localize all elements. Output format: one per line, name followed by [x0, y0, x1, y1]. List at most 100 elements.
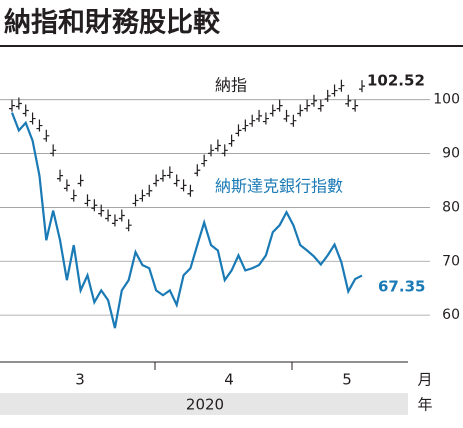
ohlc-bar: [235, 124, 242, 137]
y-tick-label: 100: [433, 92, 460, 108]
ohlc-stroke: [125, 219, 132, 232]
ohlc-bar: [91, 199, 98, 212]
month-unit: 月: [417, 371, 432, 389]
series-line: [10, 112, 363, 329]
ohlc-stroke: [290, 114, 297, 127]
ohlc-bar: [269, 104, 276, 117]
ohlc-bar: [256, 109, 263, 122]
ohlc-bar: [290, 114, 297, 127]
ohlc-bar: [111, 214, 118, 227]
chart-title: 納指和財務股比較: [4, 7, 221, 39]
ohlc-bar: [331, 84, 338, 97]
ohlc-bar: [98, 204, 105, 217]
ohlc-bar: [139, 189, 146, 202]
ohlc-stroke: [70, 189, 77, 202]
ohlc-stroke: [9, 99, 15, 112]
ohlc-bar: [304, 99, 311, 112]
x-tick-label: 5: [342, 371, 352, 389]
ohlc-stroke: [283, 109, 290, 122]
year-label: 2020: [186, 396, 224, 414]
ohlc-stroke: [221, 144, 228, 157]
ohlc-stroke: [57, 169, 64, 182]
ohlc-bar: [77, 174, 84, 187]
ohlc-stroke: [118, 209, 125, 222]
end-value-label: 67.35: [378, 278, 425, 296]
ohlc-bar: [180, 179, 187, 192]
ohlc-stroke: [331, 84, 338, 97]
ohlc-stroke: [91, 199, 98, 212]
ohlc-bar: [22, 104, 29, 117]
ohlc-stroke: [352, 99, 359, 112]
ohlc-stroke: [187, 184, 194, 197]
ohlc-stroke: [105, 209, 112, 222]
ohlc-stroke: [317, 99, 324, 112]
ohlc-stroke: [180, 179, 187, 192]
ohlc-bar: [29, 112, 36, 125]
ohlc-stroke: [269, 104, 276, 117]
ohlc-stroke: [15, 97, 22, 110]
ohlc-stroke: [146, 184, 153, 197]
ohlc-bar: [70, 189, 77, 202]
ohlc-bar: [43, 129, 50, 142]
ohlc-stroke: [208, 144, 215, 157]
ohlc-bar: [297, 104, 304, 117]
ohlc-stroke: [22, 104, 29, 117]
ohlc-bar: [194, 164, 201, 177]
ohlc-bar: [249, 114, 256, 127]
ohlc-bar: [153, 174, 160, 187]
ohlc-stroke: [324, 89, 331, 102]
ohlc-bar: [57, 169, 64, 182]
ohlc-bar: [208, 144, 215, 157]
ohlc-stroke: [235, 124, 242, 137]
ohlc-bar: [15, 97, 22, 110]
ohlc-stroke: [194, 164, 201, 177]
ohlc-bar: [317, 99, 324, 112]
series-name: 納指: [215, 76, 247, 95]
ohlc-bar: [187, 184, 194, 197]
ohlc-bar: [242, 119, 249, 132]
ohlc-bar: [36, 119, 43, 132]
ohlc-stroke: [29, 112, 36, 125]
ohlc-stroke: [338, 79, 345, 92]
ohlc-stroke: [173, 174, 180, 187]
ohlc-bar: [228, 134, 235, 147]
ohlc-bar: [84, 194, 91, 207]
ohlc-stroke: [297, 104, 304, 117]
ohlc-stroke: [111, 214, 118, 227]
y-tick-label: 90: [442, 146, 460, 162]
ohlc-bar: [105, 209, 112, 222]
ohlc-bar: [310, 94, 317, 107]
end-value-label: 102.52: [367, 72, 425, 90]
ohlc-stroke: [228, 134, 235, 147]
ohlc-bar: [324, 89, 331, 102]
ohlc-bar: [159, 169, 166, 182]
ohlc-stroke: [98, 204, 105, 217]
ohlc-bar: [173, 174, 180, 187]
ohlc-stroke: [166, 166, 173, 179]
ohlc-bar: [359, 80, 365, 93]
ohlc-bar: [214, 139, 221, 152]
ohlc-bar: [50, 144, 57, 157]
y-tick-label: 80: [442, 199, 460, 215]
ohlc-stroke: [276, 99, 283, 112]
ohlc-stroke: [153, 174, 160, 187]
ohlc-stroke: [139, 189, 146, 202]
ohlc-bar: [9, 99, 15, 112]
ohlc-bar: [352, 99, 359, 112]
ohlc-stroke: [77, 174, 84, 187]
ohlc-stroke: [256, 109, 263, 122]
ohlc-stroke: [345, 94, 352, 107]
ohlc-stroke: [63, 179, 70, 192]
y-tick-label: 70: [442, 253, 460, 269]
ohlc-bar: [221, 144, 228, 157]
ohlc-stroke: [214, 139, 221, 152]
series-name: 納斯達克銀行指數: [215, 177, 343, 196]
ohlc-bar: [146, 184, 153, 197]
ohlc-bar: [166, 166, 173, 179]
ohlc-bar: [345, 94, 352, 107]
ohlc-bar: [338, 79, 345, 92]
ohlc-stroke: [132, 194, 139, 207]
ohlc-stroke: [304, 99, 311, 112]
ohlc-stroke: [310, 94, 317, 107]
